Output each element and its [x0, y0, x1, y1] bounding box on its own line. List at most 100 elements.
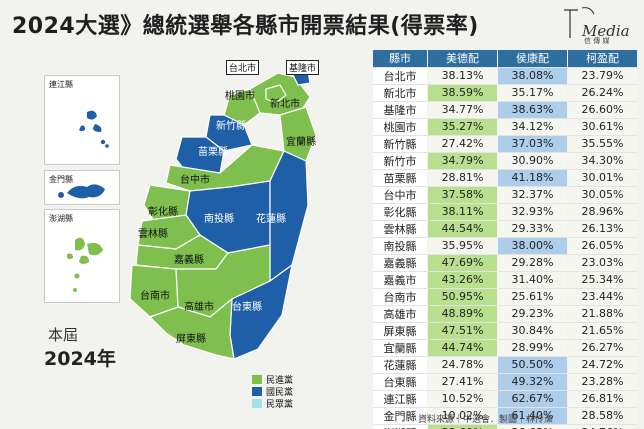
inset-lienchiang: 連江縣	[44, 75, 120, 165]
cell-dpp: 47.51%	[427, 321, 499, 339]
cell-tpp: 30.61%	[567, 117, 638, 135]
table-row: 高雄市 48.89% 29.23% 21.88%	[373, 304, 638, 322]
cell-county: 連江縣	[373, 389, 429, 407]
region-yilan	[279, 106, 317, 162]
table-row: 新北市 38.59% 35.17% 26.24%	[373, 83, 638, 101]
table-header-row: 縣市 美德配 侯康配 柯盈配	[373, 50, 638, 67]
label-taipei: 台北市	[226, 60, 260, 75]
legend-item-dpp: 民進黨	[252, 373, 293, 386]
label-chiayi: 嘉義縣	[174, 255, 204, 266]
table-row: 雲林縣 44.54% 29.33% 26.13%	[373, 219, 638, 237]
region-taipei	[265, 84, 287, 104]
label-yunlin: 雲林縣	[138, 229, 168, 240]
cell-tpp: 26.81%	[567, 389, 638, 407]
cell-kmt: 50.50%	[497, 355, 568, 373]
cell-dpp: 28.81%	[427, 168, 499, 186]
cell-dpp: 38.60%	[427, 423, 499, 429]
cell-kmt: 25.61%	[497, 287, 568, 305]
cell-county: 金門縣	[373, 406, 429, 424]
cell-kmt: 31.40%	[497, 270, 568, 288]
cell-tpp: 26.13%	[567, 219, 638, 237]
label-tainan: 台南市	[140, 291, 170, 302]
cell-county: 台北市	[373, 66, 429, 84]
cell-county: 雲林縣	[373, 219, 429, 237]
cell-kmt: 38.08%	[497, 66, 568, 84]
cell-county: 花蓮縣	[373, 355, 429, 373]
cell-county: 新北市	[373, 83, 429, 101]
table-row: 南投縣 35.95% 38.00% 26.05%	[373, 236, 638, 254]
cell-dpp: 27.42%	[427, 134, 499, 152]
header-county: 縣市	[373, 50, 429, 67]
cell-dpp: 50.95%	[427, 287, 499, 305]
cell-kmt: 34.12%	[497, 117, 568, 135]
label-hualien: 花蓮縣	[256, 214, 286, 225]
cell-kmt: 41.18%	[497, 168, 568, 186]
cell-county: 新竹市	[373, 151, 429, 169]
cell-tpp: 26.27%	[567, 338, 638, 356]
cell-tpp: 24.72%	[567, 355, 638, 373]
cell-county: 澎湖縣	[373, 423, 429, 429]
cell-dpp: 34.79%	[427, 151, 499, 169]
region-pingtung	[148, 297, 235, 360]
cell-tpp: 28.96%	[567, 202, 638, 220]
cell-county: 台南市	[373, 287, 429, 305]
table-row: 台北市 38.13% 38.08% 23.79%	[373, 66, 638, 84]
cell-kmt: 61.40%	[497, 406, 568, 424]
cell-tpp: 24.76%	[567, 423, 638, 429]
table-row: 宜蘭縣 44.74% 28.99% 26.27%	[373, 338, 638, 356]
cell-dpp: 35.27%	[427, 117, 499, 135]
table-row: 金門縣 10.02% 61.40% 28.58%	[373, 406, 638, 424]
table-row: 桃園市 35.27% 34.12% 30.61%	[373, 117, 638, 135]
legend-swatch-dpp	[252, 374, 262, 384]
cell-county: 彰化縣	[373, 202, 429, 220]
cell-dpp: 27.41%	[427, 372, 499, 390]
results-table: 縣市 美德配 侯康配 柯盈配 台北市 38.13% 38.08% 23.79% 新北市 3…	[373, 50, 638, 429]
cell-county: 嘉義市	[373, 270, 429, 288]
cell-tpp: 21.88%	[567, 304, 638, 322]
cell-tpp: 28.58%	[567, 406, 638, 424]
cell-tpp: 25.34%	[567, 270, 638, 288]
label-keelung: 基隆市	[286, 60, 320, 75]
cell-kmt: 49.32%	[497, 372, 568, 390]
cell-tpp: 26.60%	[567, 100, 638, 118]
legend-label-kmt: 國民黨	[266, 387, 294, 398]
cell-tpp: 35.55%	[567, 134, 638, 152]
penghu-shape	[67, 237, 103, 292]
kinmen-shape	[58, 184, 105, 199]
cell-dpp: 38.13%	[427, 66, 499, 84]
table-row: 連江縣 10.52% 62.67% 26.81%	[373, 389, 638, 407]
cell-dpp: 35.95%	[427, 236, 499, 254]
cell-county: 高雄市	[373, 304, 429, 322]
inset-label-penghu: 澎湖縣	[49, 214, 73, 223]
cell-kmt: 29.33%	[497, 219, 568, 237]
legend-swatch-kmt	[252, 386, 262, 396]
cell-dpp: 34.77%	[427, 100, 499, 118]
legend-item-tpp: 民眾黨	[252, 397, 293, 410]
cell-tpp: 30.05%	[567, 185, 638, 203]
label-taichung: 台中市	[180, 175, 210, 186]
label-pingtung: 屏東縣	[176, 334, 206, 345]
inset-label-kinmen: 金門縣	[49, 175, 73, 184]
inset-penghu: 澎湖縣	[44, 209, 120, 303]
table-row: 新竹縣 27.42% 37.03% 35.55%	[373, 134, 638, 152]
cell-county: 基隆市	[373, 100, 429, 118]
term-label: 本屆	[48, 326, 79, 344]
cell-tpp: 34.30%	[567, 151, 638, 169]
cell-county: 台中市	[373, 185, 429, 203]
cell-county: 屏東縣	[373, 321, 429, 339]
cell-dpp: 24.78%	[427, 355, 499, 373]
cell-kmt: 32.93%	[497, 202, 568, 220]
cell-dpp: 48.89%	[427, 304, 499, 322]
cell-kmt: 62.67%	[497, 389, 568, 407]
label-newtaipei: 新北市	[270, 99, 300, 110]
cell-dpp: 44.74%	[427, 338, 499, 356]
cell-kmt: 37.03%	[497, 134, 568, 152]
cell-county: 嘉義縣	[373, 253, 429, 271]
table-row: 台東縣 27.41% 49.32% 23.28%	[373, 372, 638, 390]
label-taoyuan: 桃園市	[225, 91, 255, 102]
label-hsinchu-county: 新竹縣	[216, 121, 246, 132]
year-label: 2024年	[44, 348, 116, 370]
cell-dpp: 38.11%	[427, 202, 499, 220]
inset-kinmen: 金門縣	[44, 170, 120, 205]
main-island	[129, 70, 317, 360]
